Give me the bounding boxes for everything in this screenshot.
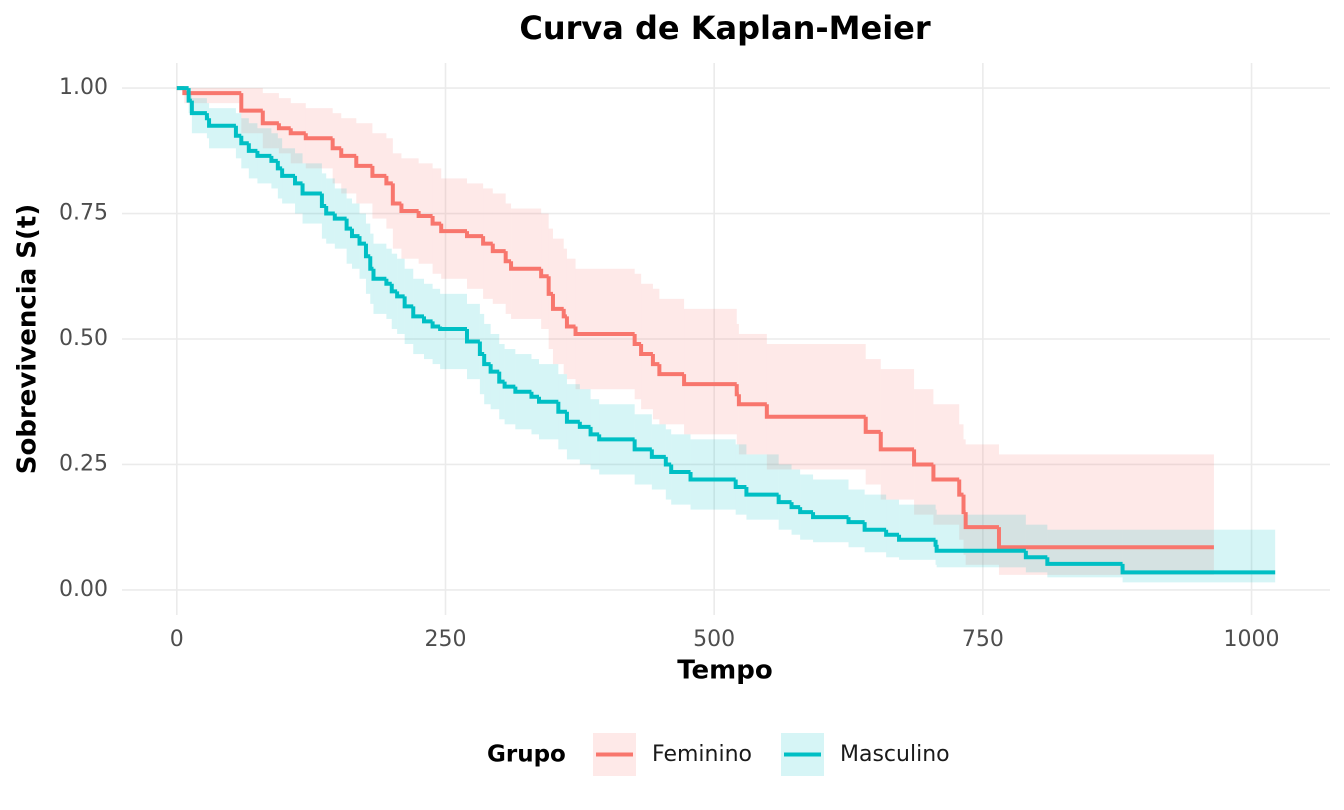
band-step bbox=[576, 269, 635, 389]
band-step bbox=[401, 158, 418, 258]
band-step bbox=[933, 404, 959, 524]
legend-label: Masculino bbox=[840, 742, 950, 767]
x-tick-label: 1000 bbox=[1224, 627, 1280, 652]
y-axis-label: Sobrevivencia S(t) bbox=[13, 204, 43, 474]
legend: Grupo Feminino Masculino bbox=[487, 733, 950, 776]
curve-step bbox=[964, 495, 966, 513]
band-step bbox=[684, 309, 737, 434]
band-step bbox=[813, 480, 848, 543]
legend-title: Grupo bbox=[487, 742, 566, 768]
band-step bbox=[865, 495, 886, 553]
x-tick-label: 500 bbox=[693, 627, 735, 652]
band-step bbox=[746, 454, 778, 519]
y-tick-label: 0.75 bbox=[59, 201, 108, 226]
x-tick-label: 750 bbox=[962, 627, 1004, 652]
band-step bbox=[936, 510, 937, 565]
band-step bbox=[192, 98, 207, 133]
curve-step bbox=[936, 540, 937, 545]
y-tick-label: 0.50 bbox=[59, 326, 108, 351]
band-step bbox=[659, 299, 684, 424]
band-step bbox=[209, 108, 236, 148]
x-axis-label: Tempo bbox=[677, 656, 772, 686]
band-step bbox=[937, 515, 1026, 568]
y-tick-label: 0.00 bbox=[59, 577, 108, 602]
band-step bbox=[849, 490, 865, 548]
band-step bbox=[739, 334, 767, 454]
curve-step bbox=[737, 384, 739, 394]
band-step bbox=[886, 500, 899, 558]
band-step bbox=[914, 389, 933, 514]
band-step bbox=[691, 439, 736, 509]
band-step bbox=[419, 163, 433, 263]
curve-step bbox=[207, 113, 209, 118]
y-tick-label: 1.00 bbox=[59, 75, 108, 100]
band-step bbox=[441, 178, 467, 278]
bands bbox=[184, 88, 1275, 582]
legend-label: Feminino bbox=[652, 742, 752, 767]
band-step bbox=[440, 294, 467, 369]
band-step bbox=[881, 369, 914, 499]
band-step bbox=[511, 209, 541, 319]
band-step bbox=[1123, 530, 1276, 583]
x-tick-label: 250 bbox=[424, 627, 466, 652]
chart-title: Curva de Kaplan-Meier bbox=[519, 9, 931, 47]
band-step bbox=[1047, 530, 1122, 578]
band-step bbox=[866, 359, 881, 484]
band-step bbox=[671, 434, 690, 504]
band-step bbox=[767, 344, 866, 469]
y-tick-label: 0.25 bbox=[59, 451, 108, 476]
band-step bbox=[899, 505, 936, 560]
x-tick-label: 0 bbox=[170, 627, 184, 652]
band-step bbox=[356, 123, 372, 203]
